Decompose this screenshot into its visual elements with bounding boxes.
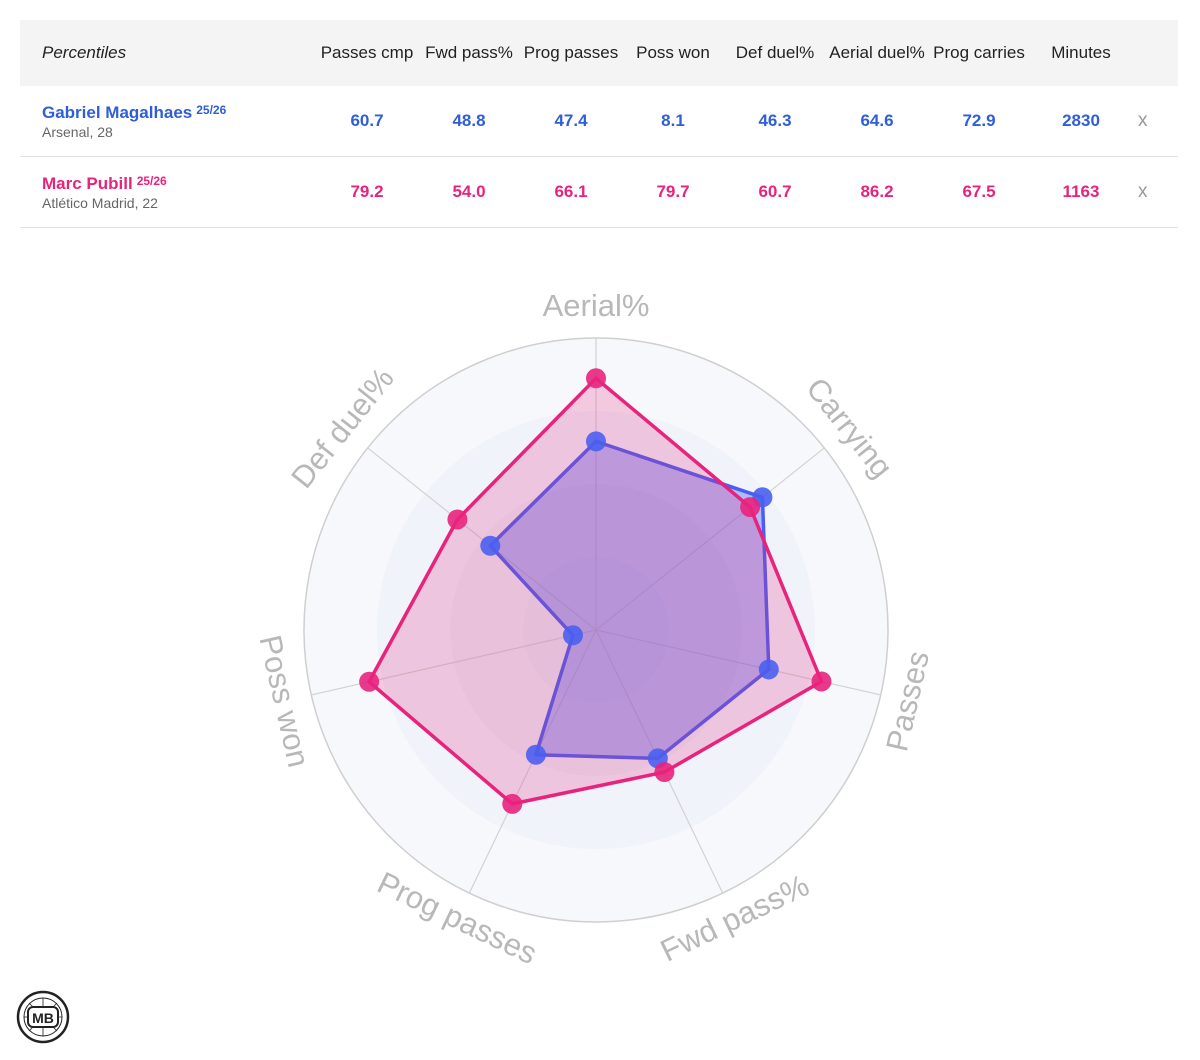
series-gabriel-magalhaes-point xyxy=(586,431,606,452)
radar-spoke xyxy=(367,447,597,631)
series-marc-pubill-point xyxy=(654,762,675,783)
series-gabriel-magalhaes-point xyxy=(562,625,583,646)
player-info: Marc Pubill 25/26 Atlético Madrid, 22 xyxy=(42,157,167,227)
value-aerial-duel: 64.6 xyxy=(860,111,894,130)
remove-player-button[interactable]: x xyxy=(1138,110,1148,131)
series-gabriel-magalhaes-point xyxy=(758,659,779,680)
value-prog-carries: 67.5 xyxy=(962,182,996,201)
value-prog-passes: 47.4 xyxy=(554,111,588,130)
value-passes-cmp: 79.2 xyxy=(350,182,384,201)
column-header-fwd-pass[interactable]: Fwd pass% xyxy=(425,43,513,62)
value-minutes: 1163 xyxy=(1062,182,1100,201)
table-row-marc-pubill: Marc Pubill 25/26 Atlético Madrid, 22 79.… xyxy=(20,157,1178,228)
value-def-duel: 60.7 xyxy=(758,182,792,201)
value-poss-won: 79.7 xyxy=(656,182,690,201)
remove-player-button[interactable]: x xyxy=(1138,181,1148,202)
column-header-def-duel[interactable]: Def duel% xyxy=(735,43,815,62)
value-prog-carries: 72.9 xyxy=(962,111,996,130)
player-meta: Arsenal, 28 xyxy=(42,123,113,140)
player-info: Gabriel Magalhaes 25/26 Arsenal, 28 xyxy=(42,86,226,156)
series-marc-pubill-point xyxy=(447,509,468,530)
table-row-gabriel-magalhaes: Gabriel Magalhaes 25/26 Arsenal, 28 60.7 … xyxy=(20,86,1178,157)
player-name[interactable]: Gabriel Magalhaes 25/26 xyxy=(42,103,226,123)
series-gabriel-magalhaes-area xyxy=(488,439,771,761)
series-marc-pubill-point xyxy=(359,671,380,692)
player-season: 25/26 xyxy=(196,102,227,117)
series-gabriel-magalhaes-point xyxy=(525,744,546,765)
column-header-aerial-duel[interactable]: Aerial duel% xyxy=(829,43,925,62)
value-fwd-pass: 54.0 xyxy=(452,182,486,201)
column-header-prog-passes[interactable]: Prog passes xyxy=(523,43,619,62)
value-minutes: 2830 xyxy=(1062,111,1100,130)
column-header-passes-cmp[interactable]: Passes cmp xyxy=(320,43,414,62)
table-header: Percentiles Passes cmp Fwd pass% Prog pa… xyxy=(20,20,1178,86)
radar-spoke xyxy=(595,629,881,696)
value-fwd-pass: 48.8 xyxy=(452,111,486,130)
series-marc-pubill-point xyxy=(502,793,523,814)
value-poss-won: 8.1 xyxy=(661,111,685,130)
axis-label-passes: Passes xyxy=(879,648,936,755)
series-marc-pubill-point xyxy=(811,671,832,692)
player-name[interactable]: Marc Pubill 25/26 xyxy=(42,174,167,194)
comparison-table: Percentiles Passes cmp Fwd pass% Prog pa… xyxy=(20,20,1178,228)
series-marc-pubill-area xyxy=(367,376,824,806)
series-marc-pubill-point xyxy=(740,497,761,518)
value-prog-passes: 66.1 xyxy=(554,182,588,201)
value-def-duel: 46.3 xyxy=(758,111,792,130)
radar-spoke xyxy=(311,629,597,696)
player-meta: Atlético Madrid, 22 xyxy=(42,194,158,211)
percentiles-header: Percentiles xyxy=(42,43,127,62)
player-season: 25/26 xyxy=(136,173,167,188)
player-name-text: Marc Pubill xyxy=(42,173,133,193)
column-header-prog-carries[interactable]: Prog carries xyxy=(933,43,1025,62)
series-gabriel-magalhaes-point xyxy=(480,535,501,556)
logo-text: MB xyxy=(32,1010,54,1026)
value-passes-cmp: 60.7 xyxy=(350,111,384,130)
value-aerial-duel: 86.2 xyxy=(860,182,894,201)
player-name-text: Gabriel Magalhaes xyxy=(42,102,193,122)
axis-label-aerial-: Aerial% xyxy=(543,288,650,323)
column-header-poss-won[interactable]: Poss won xyxy=(636,43,710,62)
mb-logo: MB xyxy=(16,990,70,1044)
radar-spoke xyxy=(595,447,825,631)
column-header-minutes[interactable]: Minutes xyxy=(1051,43,1111,62)
series-marc-pubill-point xyxy=(586,368,606,389)
